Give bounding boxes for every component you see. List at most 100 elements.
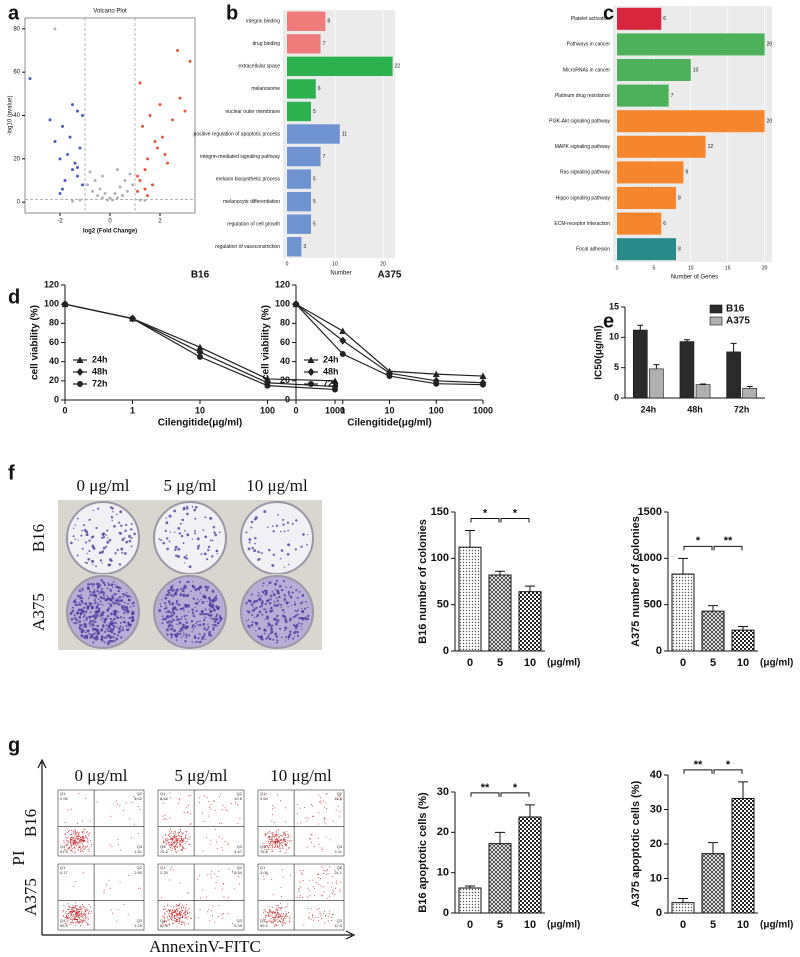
colony-dot [287, 635, 290, 638]
event-dot [324, 922, 326, 924]
colony-dot [97, 507, 100, 510]
event-dot [172, 922, 174, 924]
event-dot [312, 805, 314, 807]
colony-dot [203, 552, 207, 556]
colony-dot [246, 601, 248, 604]
colony-dot [173, 594, 176, 597]
colony-dot [113, 525, 116, 528]
event-dot [219, 822, 221, 824]
x-axis-label: Cilengitide(μg/ml) [347, 418, 431, 429]
event-dot [63, 841, 65, 843]
x-tick-label: 0 [62, 405, 67, 415]
colony-dot [184, 640, 187, 643]
colony-dot [116, 548, 119, 552]
event-dot [318, 843, 320, 845]
event-dot [180, 837, 182, 839]
event-dot [202, 889, 204, 891]
event-dot [208, 815, 210, 817]
event-dot [189, 917, 191, 919]
event-dot [265, 833, 267, 835]
y-tick-label: 80 [280, 318, 290, 328]
colony-dot [292, 616, 295, 619]
colony-dot [268, 601, 272, 605]
colony-dot [122, 627, 124, 629]
colony-dot [254, 516, 258, 520]
colony-dot [247, 547, 251, 551]
event-dot [285, 835, 287, 837]
quadrant-name: Q4 [60, 918, 66, 923]
point [166, 161, 169, 165]
colony-dot [126, 608, 129, 611]
event-dot [210, 873, 212, 875]
event-dot [277, 846, 279, 848]
colony-dot [106, 614, 110, 618]
colony-dot [105, 624, 108, 626]
colony-dot [87, 597, 90, 600]
colony-dot [92, 641, 95, 644]
colony-dot [102, 534, 105, 537]
colony-dot [212, 618, 215, 621]
flow-plots: 0 μg/ml 5 μg/ml 10 μg/mlPIAnnexinV-FITCB16… [9, 766, 345, 956]
event-dot [303, 923, 305, 925]
event-dot [289, 920, 291, 922]
colony-dot [217, 607, 220, 610]
colony-dot [280, 557, 282, 560]
event-dot [83, 914, 85, 916]
event-dot [309, 838, 311, 840]
event-dot [77, 849, 79, 851]
event-dot [165, 920, 167, 922]
colony-dot [209, 617, 211, 619]
bar [617, 212, 662, 235]
event-dot [88, 904, 90, 906]
event-dot [198, 875, 200, 877]
point [63, 179, 67, 182]
event-dot [280, 847, 282, 849]
event-dot [270, 918, 272, 920]
colony-dot [130, 522, 133, 525]
quadrant-name: Q3 [137, 918, 143, 923]
y-tick-label: 0 [443, 645, 449, 657]
event-dot [266, 921, 268, 923]
event-dot [221, 822, 223, 824]
colony-dot [291, 591, 294, 594]
colony-dot [199, 592, 201, 594]
event-dot [276, 840, 278, 842]
value-label: 5 [313, 222, 316, 228]
colony-dot [272, 638, 275, 641]
colony-dot [171, 603, 174, 606]
colony-dot [119, 600, 121, 603]
event-dot [81, 843, 83, 845]
event-dot [282, 835, 284, 837]
colony-dot [275, 524, 279, 527]
event-dot [279, 845, 281, 847]
colony-dot [95, 630, 97, 633]
colony-dot [212, 608, 216, 612]
colony-dot [206, 558, 209, 561]
marker [332, 386, 338, 393]
colony-dot [170, 593, 173, 597]
event-dot [68, 911, 70, 913]
x-unit-label: (μg/ml) [547, 658, 580, 669]
colony-dot [182, 634, 184, 637]
colony-dot [78, 595, 81, 597]
point [58, 157, 62, 161]
event-dot [83, 913, 85, 915]
colony-dot [111, 619, 114, 622]
y-tick-label: 10 [437, 867, 449, 879]
event-dot [269, 911, 271, 913]
event-dot [325, 808, 327, 810]
colony-dot [94, 598, 96, 600]
event-dot [69, 843, 71, 845]
event-dot [168, 842, 170, 844]
bar [287, 101, 311, 122]
colony-dot [114, 583, 116, 586]
colony-dot [88, 539, 91, 542]
colony-dot [85, 610, 88, 613]
quadrant-name: Q2 [137, 865, 143, 870]
panel-label: a [8, 2, 20, 24]
event-dot [323, 818, 325, 820]
event-dot [178, 835, 180, 837]
colony-dot [258, 598, 262, 602]
x-tick-label: 15 [725, 265, 731, 271]
